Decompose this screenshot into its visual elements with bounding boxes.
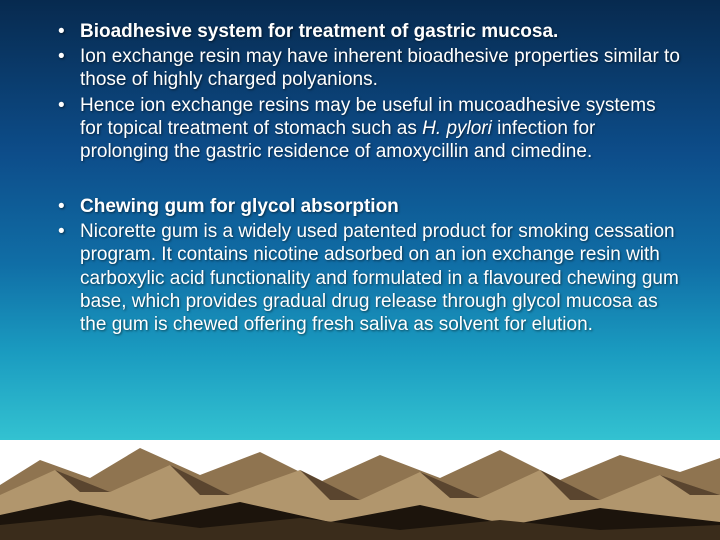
bullet-item: Bioadhesive system for treatment of gast…	[58, 20, 680, 43]
mountain-footer	[0, 400, 720, 540]
bullet-text: Ion exchange resin may have inherent bio…	[80, 46, 680, 90]
bullet-text: Nicorette gum is a widely used patented …	[80, 221, 679, 335]
content-area: Bioadhesive system for treatment of gast…	[58, 20, 680, 338]
bullet-item: Hence ion exchange resins may be useful …	[58, 94, 680, 164]
bullet-item: Nicorette gum is a widely used patented …	[58, 220, 680, 336]
mountain-svg	[0, 400, 720, 540]
bullet-item: Chewing gum for glycol absorption	[58, 195, 680, 218]
bullet-text-italic: H. pylori	[422, 118, 492, 139]
bullet-text: Chewing gum for glycol absorption	[80, 196, 399, 217]
group-spacer	[58, 165, 680, 195]
bullet-text: Bioadhesive system for treatment of gast…	[80, 21, 558, 42]
bullet-list: Chewing gum for glycol absorption Nicore…	[58, 195, 680, 336]
slide-container: Bioadhesive system for treatment of gast…	[0, 0, 720, 540]
bullet-item: Ion exchange resin may have inherent bio…	[58, 45, 680, 91]
bullet-list: Bioadhesive system for treatment of gast…	[58, 20, 680, 163]
